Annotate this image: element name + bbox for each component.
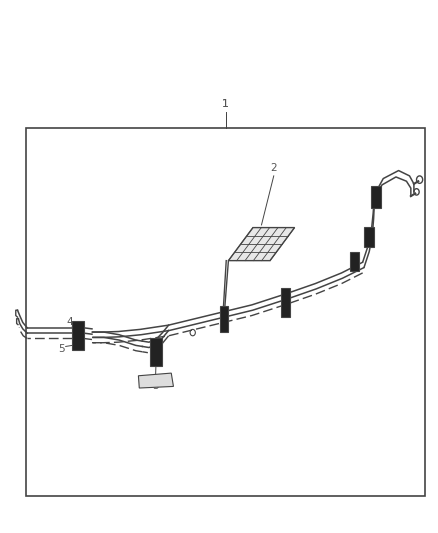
Bar [371, 186, 381, 208]
Text: 3: 3 [152, 382, 159, 391]
Text: 2: 2 [270, 163, 277, 173]
Polygon shape [138, 373, 173, 388]
Bar [150, 338, 162, 366]
Text: 1: 1 [222, 99, 229, 109]
Text: 5: 5 [58, 344, 65, 354]
Bar [281, 288, 290, 318]
Bar [364, 227, 374, 247]
Text: 4: 4 [67, 318, 74, 327]
Polygon shape [229, 228, 294, 261]
Bar [350, 252, 359, 271]
Text: 1: 1 [222, 99, 229, 109]
Bar [220, 306, 228, 332]
Bar [72, 321, 84, 351]
Bar [26, 128, 425, 496]
